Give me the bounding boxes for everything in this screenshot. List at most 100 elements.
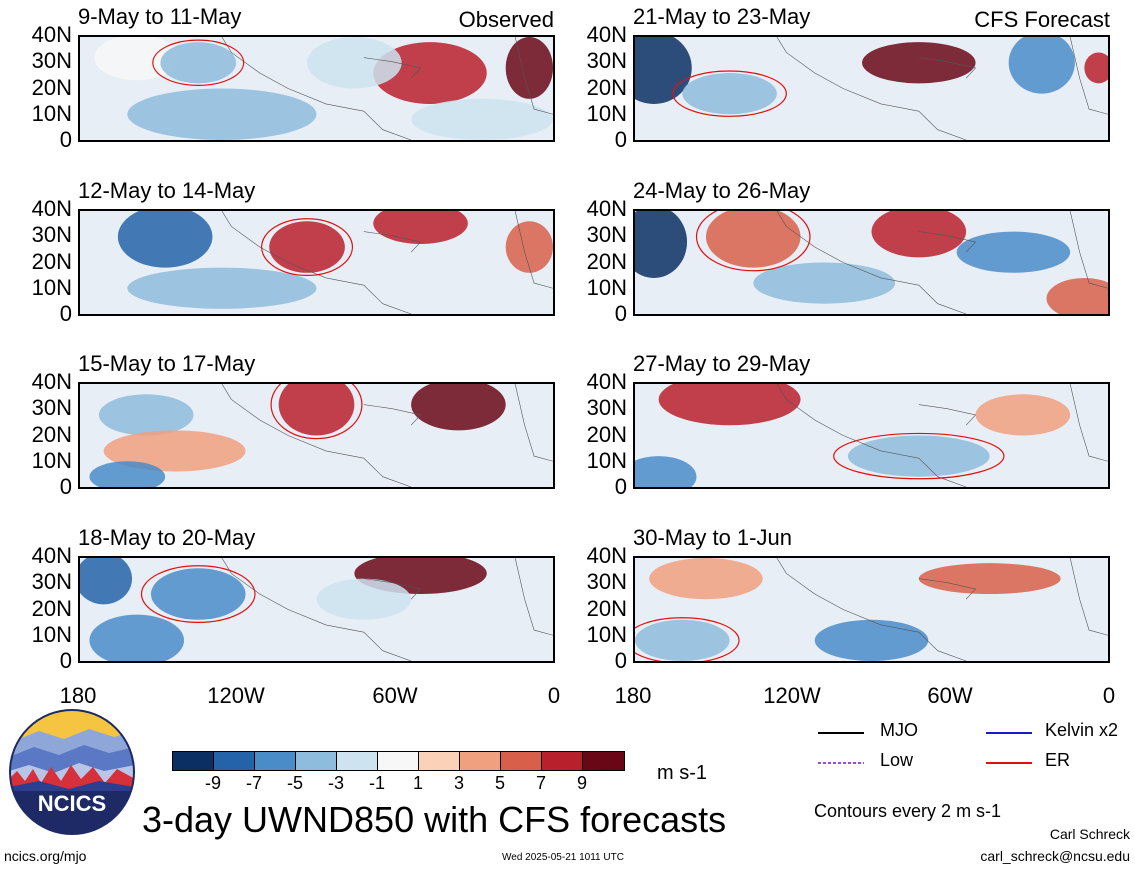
colorbar-swatch [255,752,296,770]
panel-title-obs-2: 12-May to 14-May [78,178,256,203]
map-panel-fc-4 [633,556,1110,663]
wind-anomaly-field [635,211,1108,314]
wind-anomaly-field [635,558,1108,661]
forecast-label: CFS Forecast [974,7,1110,32]
lat-label-left-4-4: 0 [59,648,72,673]
panel-title-obs-1: 9-May to 11-May [78,4,242,29]
lat-label-left-4-0: 40N [31,543,72,568]
anomaly-blob [505,221,553,273]
coastline [777,384,1108,487]
anomaly-blob [814,619,929,661]
anomaly-blob [127,88,317,140]
colorbar: -9 -7 -5 -3 -1 1 3 5 7 9 [172,751,625,793]
colorbar-swatch [542,752,583,770]
lat-label-right-1-4: 0 [614,127,627,152]
map-panel-obs-2 [78,209,555,316]
anomaly-blob [635,456,697,487]
lat-label-right-2-3: 10N [586,275,627,300]
footer-timestamp: Wed 2025-05-21 1011 UTC [502,852,624,863]
ncics-logo: NCICS [9,709,135,835]
main-title: 3-day UWND850 with CFS forecasts [142,799,727,840]
colorbar-swatch [214,752,255,770]
anomaly-blob [117,211,213,268]
lat-label-left-1-0: 40N [31,22,72,47]
colorbar-swatch [296,752,337,770]
anomaly-blob [150,568,246,620]
lon-label-60w-right: 60W [927,683,973,708]
footer-email[interactable]: carl_schreck@ncsu.edu [980,848,1130,864]
colorbar-swatch [583,752,624,770]
lat-label-right-2-2: 20N [586,249,627,274]
anomaly-blob [975,394,1071,436]
lat-label-right-4-1: 30N [586,569,627,594]
lat-label-right-3-1: 30N [586,395,627,420]
lon-label-180-left: 180 [59,683,97,708]
er-contour [834,433,1004,478]
lat-label-left-2-3: 10N [31,275,72,300]
panel-title-fc-2: 24-May to 26-May [633,178,811,203]
colorbar-tick-label: 7 [535,773,546,793]
anomaly-blob [1084,52,1108,84]
map-panel-obs-1 [78,35,555,142]
er-contour [673,71,787,116]
coastline [777,37,1108,140]
anomaly-blob [89,614,185,661]
footer-url[interactable]: ncics.org/mjo [4,848,87,864]
lat-label-left-3-1: 30N [31,395,72,420]
logo-text: NCICS [38,791,106,816]
map-panel-obs-4 [78,556,555,663]
colorbar-swatch [419,752,460,770]
footer-author: Carl Schreck [1049,826,1130,842]
colorbar-tick-label: -7 [245,773,262,793]
lat-label-right-1-0: 40N [586,22,627,47]
lat-label-left-2-0: 40N [31,196,72,221]
wind-anomaly-field [80,211,553,314]
colorbar-tick-label: -5 [286,773,303,793]
lat-label-left-4-1: 30N [31,569,72,594]
lat-label-left-3-4: 0 [59,474,72,499]
anomaly-blob [871,211,967,258]
lat-label-left-3-3: 10N [31,448,72,473]
lat-label-right-1-2: 20N [586,75,627,100]
legend-kelvin-line [986,732,1032,734]
lat-label-right-4-3: 10N [586,622,627,647]
colorbar-swatch [501,752,542,770]
anomaly-blob [862,42,976,84]
lon-label-120w-right: 120W [763,683,821,708]
lat-label-left-1-1: 30N [31,48,72,73]
lon-label-180-right: 180 [614,683,652,708]
lon-label-0-right: 0 [1102,683,1116,708]
panel-title-obs-3: 15-May to 17-May [78,351,256,376]
panel-title-fc-3: 27-May to 29-May [633,351,811,376]
lat-label-left-1-3: 10N [31,101,72,126]
anomaly-blob [411,98,553,140]
colorbar-swatch [173,752,214,770]
lat-label-right-3-0: 40N [586,369,627,394]
wind-anomaly-field [80,558,553,661]
legend-er-line [986,762,1032,764]
legend-mjo-label: MJO [880,720,918,740]
lat-label-right-4-0: 40N [586,543,627,568]
er-contour [635,618,739,661]
coastline [222,37,553,140]
colorbar-units: m s-1 [657,762,707,784]
colorbar-tick-label: -1 [368,773,385,793]
anomaly-blob [307,37,402,89]
lat-label-right-3-2: 20N [586,422,627,447]
coastline [777,211,1108,314]
anomaly-blob [89,461,166,487]
anomaly-blob [658,384,801,426]
contours-note: Contours every 2 m s-1 [814,801,1002,821]
anomaly-blob [847,435,990,477]
legend-low-line [818,762,864,764]
panel-title-obs-4: 18-May to 20-May [78,525,256,550]
lat-label-right-2-0: 40N [586,196,627,221]
anomaly-blob [127,267,317,309]
lat-label-left-3-0: 40N [31,369,72,394]
map-panel-obs-3 [78,382,555,489]
anomaly-blob [373,211,468,244]
colorbar-swatch [337,752,378,770]
er-contour [271,384,362,439]
panel-title-fc-4: 30-May to 1-Jun [633,525,792,550]
anomaly-blob [103,430,246,472]
